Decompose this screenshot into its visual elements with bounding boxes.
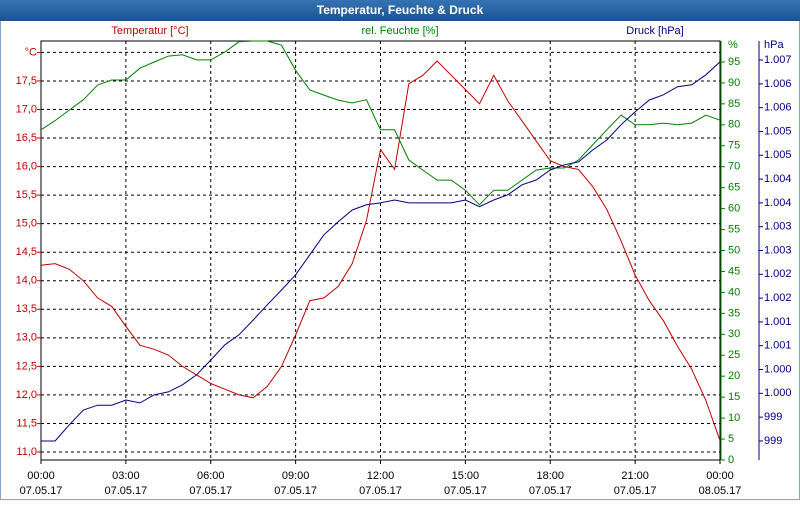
y2-tick-label: 90 xyxy=(728,77,740,89)
x-tick-label: 00:00 xyxy=(706,470,734,482)
y3-tick-label: 999 xyxy=(764,435,782,447)
x-tick-date: 07.05.17 xyxy=(444,485,487,497)
x-tick-date: 08.05.17 xyxy=(699,485,742,497)
series-label: rel. Feuchte [%] xyxy=(361,25,438,37)
y-tick-label: 16,0 xyxy=(16,160,37,172)
series-line xyxy=(40,60,721,441)
y2-tick-label: 20 xyxy=(728,370,740,382)
x-tick-date: 07.05.17 xyxy=(614,485,657,497)
y-tick-label: °C xyxy=(25,46,37,58)
y3-tick-label: 1.004 xyxy=(764,173,792,185)
y3-tick-label: 1.003 xyxy=(764,244,792,256)
y-tick-label: 11,0 xyxy=(16,446,37,458)
series-line xyxy=(40,40,721,206)
x-tick-date: 07.05.17 xyxy=(529,485,572,497)
y2-tick-label: 40 xyxy=(728,286,740,298)
y2-tick-label: 55 xyxy=(728,223,740,235)
y2-tick-label: 95 xyxy=(728,56,740,68)
x-tick-label: 12:00 xyxy=(367,470,395,482)
y2-tick-label: 5 xyxy=(728,433,734,445)
y-tick-label: 11,5 xyxy=(16,417,37,429)
y2-tick-label: 80 xyxy=(728,119,740,131)
y-tick-label: 17,5 xyxy=(16,75,37,87)
y-tick-label: 12,5 xyxy=(16,360,37,372)
y-tick-label: 14,0 xyxy=(16,275,37,287)
y3-tick-label: 1.006 xyxy=(764,78,792,90)
y2-tick-label: 50 xyxy=(728,244,740,256)
y3-tick-label: 1.006 xyxy=(764,102,792,114)
series-label: Temperatur [°C] xyxy=(111,25,188,37)
y2-tick-label: 60 xyxy=(728,203,740,215)
y-tick-label: 12,0 xyxy=(16,389,37,401)
x-tick-label: 06:00 xyxy=(197,470,225,482)
y3-tick-label: 1.003 xyxy=(764,221,792,233)
y3-tick-label: 1.007 xyxy=(764,54,792,66)
y2-tick-label: 45 xyxy=(728,265,740,277)
y3-tick-label: 1.005 xyxy=(764,149,792,161)
series-line xyxy=(41,61,721,442)
y-tick-label: 13,5 xyxy=(16,303,37,315)
y2-tick-label: 75 xyxy=(728,140,740,152)
series-label: Druck [hPa] xyxy=(626,25,683,37)
x-tick-label: 21:00 xyxy=(621,470,649,482)
x-tick-label: 15:00 xyxy=(452,470,480,482)
y3-tick-label: 1.000 xyxy=(764,363,792,375)
y3-tick-label: 1.002 xyxy=(764,268,792,280)
y2-tick-label: 70 xyxy=(728,161,740,173)
x-tick-date: 07.05.17 xyxy=(359,485,402,497)
y2-unit: % xyxy=(728,39,738,51)
y-tick-label: 15,5 xyxy=(16,189,37,201)
y2-tick-label: 35 xyxy=(728,307,740,319)
y2-tick-label: 30 xyxy=(728,328,740,340)
y3-tick-label: 1.001 xyxy=(764,340,792,352)
y-tick-label: 14,5 xyxy=(16,246,37,258)
x-tick-date: 07.05.17 xyxy=(189,485,232,497)
y2-tick-label: 10 xyxy=(728,412,740,424)
y-tick-label: 17,0 xyxy=(16,103,37,115)
chart-title: Temperatur, Feuchte & Druck xyxy=(317,3,484,17)
y2-tick-label: 25 xyxy=(728,349,740,361)
y3-tick-label: 999 xyxy=(764,411,782,423)
title-bar xyxy=(0,0,800,21)
x-tick-label: 18:00 xyxy=(536,470,564,482)
y2-tick-label: 0 xyxy=(728,454,734,466)
y3-tick-label: 1.001 xyxy=(764,316,792,328)
x-tick-label: 03:00 xyxy=(112,470,140,482)
y2-tick-label: 65 xyxy=(728,182,740,194)
y3-tick-label: 1.005 xyxy=(764,125,792,137)
x-tick-date: 07.05.17 xyxy=(274,485,317,497)
x-tick-date: 07.05.17 xyxy=(20,485,63,497)
x-tick-label: 09:00 xyxy=(282,470,310,482)
y-tick-label: 15,0 xyxy=(16,218,37,230)
y-tick-label: 16,5 xyxy=(16,132,37,144)
y-tick-label: 13,0 xyxy=(16,332,37,344)
y2-tick-label: 15 xyxy=(728,391,740,403)
x-tick-label: 00:00 xyxy=(27,470,55,482)
x-tick-date: 07.05.17 xyxy=(104,485,147,497)
y3-tick-label: 1.004 xyxy=(764,197,792,209)
y3-unit: hPa xyxy=(764,39,784,51)
y3-tick-label: 1.002 xyxy=(764,292,792,304)
y2-tick-label: 85 xyxy=(728,98,740,110)
y3-tick-label: 1.000 xyxy=(764,387,792,399)
